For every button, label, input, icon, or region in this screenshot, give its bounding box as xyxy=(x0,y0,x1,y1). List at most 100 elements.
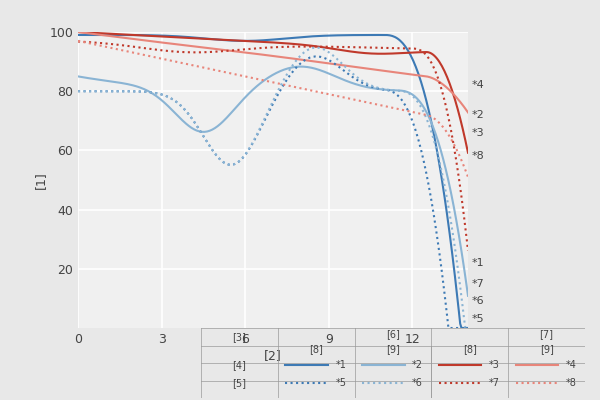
*1 xyxy=(428,120,435,125)
Text: [9]: [9] xyxy=(539,344,554,354)
Text: *4: *4 xyxy=(566,360,577,370)
*6 xyxy=(313,45,320,50)
*7 xyxy=(305,44,313,49)
Line: *2: *2 xyxy=(78,66,468,296)
Line: *5: *5 xyxy=(78,56,468,328)
*2 xyxy=(307,65,314,70)
*7 xyxy=(464,248,472,253)
*4 xyxy=(307,58,314,63)
*6 xyxy=(76,89,83,94)
Text: [8]: [8] xyxy=(309,344,323,354)
Text: *7: *7 xyxy=(489,378,500,388)
*5 xyxy=(76,89,83,94)
*4 xyxy=(313,59,320,64)
*3 xyxy=(305,43,313,48)
Text: *4: *4 xyxy=(472,80,485,90)
*6 xyxy=(429,134,436,139)
Text: [3]: [3] xyxy=(232,332,247,342)
Text: *5: *5 xyxy=(472,314,485,324)
Text: *5: *5 xyxy=(335,378,346,388)
X-axis label: [2]: [2] xyxy=(264,349,282,362)
*8 xyxy=(307,88,314,93)
*8 xyxy=(464,175,472,180)
*5 xyxy=(313,54,320,59)
Text: *8: *8 xyxy=(566,378,577,388)
*5 xyxy=(404,108,412,113)
*3 xyxy=(313,44,320,49)
Text: *1: *1 xyxy=(335,360,346,370)
*6 xyxy=(74,89,82,94)
*1 xyxy=(76,32,83,37)
Line: *3: *3 xyxy=(78,32,468,153)
*6 xyxy=(404,90,412,95)
*2 xyxy=(429,124,436,128)
*6 xyxy=(314,45,322,50)
*2 xyxy=(308,65,315,70)
Text: *7: *7 xyxy=(472,278,485,289)
*6 xyxy=(307,46,314,51)
Text: [4]: [4] xyxy=(232,360,247,370)
*6 xyxy=(305,47,313,52)
*1 xyxy=(74,32,82,37)
*5 xyxy=(464,326,472,330)
*2 xyxy=(404,90,412,95)
*8 xyxy=(313,89,320,94)
*3 xyxy=(76,30,83,34)
*1 xyxy=(403,46,410,51)
Text: *2: *2 xyxy=(412,360,423,370)
*7 xyxy=(313,44,320,49)
*1 xyxy=(464,326,472,330)
*8 xyxy=(428,114,435,119)
Y-axis label: [1]: [1] xyxy=(34,171,46,189)
Line: *6: *6 xyxy=(78,48,468,328)
*5 xyxy=(445,326,452,330)
Line: *8: *8 xyxy=(78,41,468,177)
*4 xyxy=(464,110,472,115)
Text: [8]: [8] xyxy=(463,344,477,354)
*5 xyxy=(305,56,313,60)
*2 xyxy=(298,64,305,69)
Text: *6: *6 xyxy=(472,296,485,306)
*2 xyxy=(464,294,472,298)
*4 xyxy=(74,30,82,34)
*1 xyxy=(307,34,314,39)
*3 xyxy=(464,150,472,155)
*3 xyxy=(428,51,435,56)
Text: [6]: [6] xyxy=(386,329,400,339)
Text: *6: *6 xyxy=(412,378,423,388)
Text: [7]: [7] xyxy=(539,329,554,339)
Text: [5]: [5] xyxy=(232,378,247,388)
*7 xyxy=(76,39,83,44)
*7 xyxy=(307,44,314,49)
*4 xyxy=(76,30,83,34)
*8 xyxy=(403,108,410,113)
*3 xyxy=(74,30,82,34)
*1 xyxy=(313,34,320,38)
*7 xyxy=(74,39,82,44)
Line: *1: *1 xyxy=(78,35,468,328)
*3 xyxy=(403,50,410,55)
Text: *3: *3 xyxy=(472,128,485,138)
*3 xyxy=(307,43,314,48)
*6 xyxy=(464,326,472,330)
*7 xyxy=(428,60,435,65)
*2 xyxy=(74,74,82,79)
*4 xyxy=(428,75,435,80)
*8 xyxy=(74,38,82,43)
*1 xyxy=(458,326,465,330)
Text: *2: *2 xyxy=(472,110,485,120)
*5 xyxy=(314,54,322,59)
*5 xyxy=(429,206,436,211)
*2 xyxy=(314,67,322,72)
Text: *8: *8 xyxy=(472,151,485,161)
*2 xyxy=(76,74,83,79)
*4 xyxy=(305,58,313,63)
Text: [9]: [9] xyxy=(386,344,400,354)
Text: *1: *1 xyxy=(472,258,485,268)
*7 xyxy=(403,46,410,51)
*8 xyxy=(76,39,83,44)
*8 xyxy=(305,88,313,92)
Line: *7: *7 xyxy=(78,42,468,251)
*6 xyxy=(462,326,469,330)
*1 xyxy=(305,34,313,39)
